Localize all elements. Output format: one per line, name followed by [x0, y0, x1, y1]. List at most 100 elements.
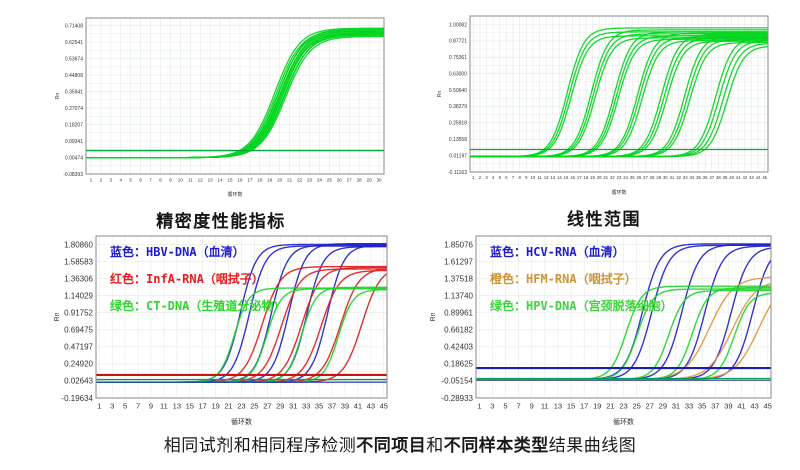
svg-text:0.38279: 0.38279 — [449, 104, 467, 110]
y-axis-label: Rn — [437, 91, 443, 98]
svg-text:0.50640: 0.50640 — [449, 88, 467, 94]
svg-text:7: 7 — [149, 178, 152, 183]
svg-text:0.24920: 0.24920 — [64, 360, 93, 369]
svg-text:23: 23 — [617, 175, 622, 180]
svg-text:27: 27 — [643, 175, 648, 180]
svg-text:16: 16 — [570, 175, 575, 180]
caption-segment-bold: 不同项目 — [356, 436, 427, 455]
svg-text:41: 41 — [354, 402, 362, 411]
svg-text:1: 1 — [477, 402, 481, 411]
svg-text:7: 7 — [517, 402, 521, 411]
caption-segment: 相同试剂和相同程序检测 — [163, 436, 357, 455]
svg-text:0.18625: 0.18625 — [444, 360, 473, 369]
svg-text:28: 28 — [650, 175, 655, 180]
svg-text:40: 40 — [729, 175, 734, 180]
svg-text:11: 11 — [160, 402, 168, 411]
svg-text:45: 45 — [762, 175, 767, 180]
svg-text:5: 5 — [129, 178, 132, 183]
panel-different-targets: 1.80860 1.58583 1.36306 1.14029 0.91752 0.694… — [52, 228, 392, 431]
x-axis-label: 循环数 — [613, 417, 634, 426]
svg-text:39: 39 — [723, 175, 728, 180]
svg-text:1.36306: 1.36306 — [64, 274, 93, 283]
legend-entry: 绿色：HPV-DNA（宫颈脱落细胞） — [490, 298, 673, 313]
svg-text:8: 8 — [159, 178, 162, 183]
svg-text:0.75361: 0.75361 — [449, 55, 467, 61]
svg-text:9: 9 — [169, 178, 172, 183]
svg-text:0.87721: 0.87721 — [449, 39, 467, 45]
legend-entry: 橙色：HFM-RNA（咽拭子） — [490, 271, 637, 286]
svg-text:25: 25 — [327, 178, 333, 183]
y-axis-label: Rn — [55, 93, 61, 100]
svg-text:12: 12 — [544, 175, 549, 180]
svg-text:35: 35 — [696, 175, 701, 180]
panel-linear-range: 1.00082 0.87721 0.75361 0.63000 0.50640 0.382… — [434, 6, 774, 230]
svg-text:43: 43 — [750, 402, 758, 411]
svg-text:37: 37 — [711, 402, 719, 411]
y-axis-label: Rn — [430, 312, 437, 321]
svg-text:21: 21 — [287, 178, 293, 183]
x-axis-label: 循环数 — [231, 417, 252, 426]
svg-text:14: 14 — [218, 178, 224, 183]
svg-text:24: 24 — [317, 178, 323, 183]
svg-text:31: 31 — [672, 402, 680, 411]
svg-text:34: 34 — [690, 175, 695, 180]
svg-text:4: 4 — [492, 175, 495, 180]
svg-text:25: 25 — [632, 402, 640, 411]
svg-text:1.14029: 1.14029 — [64, 291, 93, 300]
svg-text:25: 25 — [630, 175, 635, 180]
svg-text:30: 30 — [663, 175, 668, 180]
svg-text:3: 3 — [110, 402, 114, 411]
svg-text:19: 19 — [590, 175, 595, 180]
svg-text:35: 35 — [698, 402, 706, 411]
svg-text:39: 39 — [341, 402, 349, 411]
svg-text:28: 28 — [357, 178, 363, 183]
linear-range-svg: 1.00082 0.87721 0.75361 0.63000 0.50640 0.382… — [437, 15, 769, 196]
svg-text:-0.08393: -0.08393 — [63, 172, 83, 178]
svg-text:15: 15 — [186, 402, 194, 411]
svg-text:0.27074: 0.27074 — [65, 106, 83, 112]
svg-text:33: 33 — [683, 175, 688, 180]
svg-text:22: 22 — [610, 175, 615, 180]
y-axis-label: Rn — [54, 312, 61, 321]
svg-text:37: 37 — [709, 175, 714, 180]
svg-text:17: 17 — [199, 402, 207, 411]
svg-text:29: 29 — [659, 402, 667, 411]
svg-text:23: 23 — [619, 402, 627, 411]
svg-text:13: 13 — [208, 178, 214, 183]
svg-text:0.69475: 0.69475 — [64, 326, 93, 335]
svg-text:2: 2 — [100, 178, 103, 183]
svg-text:0.62541: 0.62541 — [65, 40, 83, 46]
svg-text:0.63000: 0.63000 — [449, 71, 467, 77]
svg-text:21: 21 — [603, 175, 608, 180]
svg-text:5: 5 — [499, 175, 502, 180]
svg-text:3: 3 — [485, 175, 488, 180]
linear-range-title: 线性范围 — [567, 210, 641, 229]
svg-text:1.37518: 1.37518 — [444, 274, 473, 283]
svg-text:13: 13 — [550, 175, 555, 180]
svg-text:17: 17 — [577, 175, 582, 180]
svg-text:5: 5 — [123, 402, 127, 411]
svg-text:7: 7 — [136, 402, 140, 411]
svg-text:14: 14 — [557, 175, 562, 180]
svg-text:27: 27 — [263, 402, 271, 411]
svg-text:15: 15 — [564, 175, 569, 180]
svg-text:31: 31 — [670, 175, 675, 180]
svg-text:33: 33 — [685, 402, 693, 411]
svg-text:1.58583: 1.58583 — [64, 257, 93, 266]
svg-text:11: 11 — [188, 178, 193, 183]
figure-caption: 相同试剂和相同程序检测不同项目和不同样本类型结果曲线图 — [0, 431, 800, 456]
different-targets-svg: 1.80860 1.58583 1.36306 1.14029 0.91752 0.694… — [54, 235, 388, 426]
svg-text:20: 20 — [277, 178, 283, 183]
legend-entry: 绿色：CT-DNA（生殖道分泌物） — [110, 298, 285, 313]
legend-entry: 蓝色：HCV-RNA（血清） — [490, 244, 625, 259]
svg-text:42: 42 — [742, 175, 747, 180]
svg-text:11: 11 — [537, 175, 542, 180]
svg-text:45: 45 — [380, 402, 388, 411]
svg-text:0.35941: 0.35941 — [65, 89, 83, 95]
x-axis-label: 循环数 — [611, 189, 626, 196]
svg-text:0.71408: 0.71408 — [65, 23, 83, 29]
svg-text:0.00474: 0.00474 — [65, 155, 83, 161]
svg-text:1: 1 — [97, 402, 101, 411]
svg-text:9: 9 — [149, 402, 153, 411]
svg-text:5: 5 — [503, 402, 507, 411]
